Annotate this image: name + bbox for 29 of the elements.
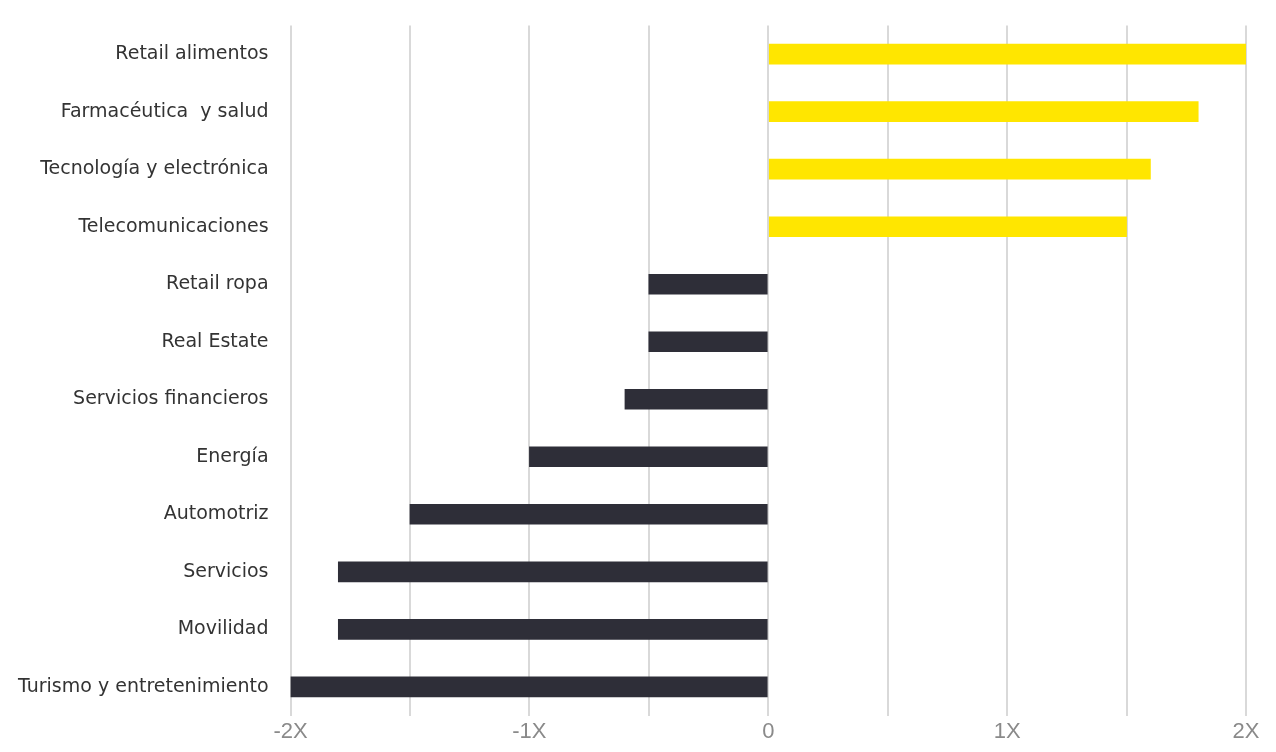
bar: [648, 273, 768, 295]
bar: [337, 561, 768, 583]
bar: [290, 676, 768, 698]
bar: [337, 619, 768, 640]
y-tick-label: Energía: [196, 443, 269, 466]
y-tick-label: Turismo y entretenimiento: [16, 673, 269, 696]
y-tick-label: Retail alimentos: [115, 41, 269, 64]
x-tick-label: 2X: [1232, 717, 1260, 743]
y-tick-label: Automotriz: [163, 501, 269, 524]
y-tick-label: Tecnología y electrónica: [39, 156, 269, 179]
bar: [624, 388, 768, 410]
y-tick-label: Servicios financieros: [73, 386, 269, 409]
x-tick-label: 0: [762, 717, 775, 743]
y-tick-label: Servicios: [183, 558, 269, 581]
y-tick-label: Real Estate: [161, 328, 269, 351]
bar: [768, 216, 1127, 238]
x-tick-label: -2X: [273, 717, 308, 743]
bar: [768, 158, 1151, 180]
bar: [529, 446, 768, 468]
y-tick-label: Retail ropa: [166, 271, 269, 294]
y-tick-label: Farmacéutica y salud: [60, 98, 269, 121]
bar: [409, 503, 768, 525]
y-tick-label: Telecomunicaciones: [77, 213, 269, 236]
bar: [648, 331, 768, 353]
bar: [768, 43, 1246, 65]
y-tick-label: Movilidad: [177, 616, 269, 639]
x-tick-label: -1X: [512, 717, 547, 743]
bar: [768, 101, 1199, 123]
x-tick-label: 1X: [993, 717, 1021, 743]
